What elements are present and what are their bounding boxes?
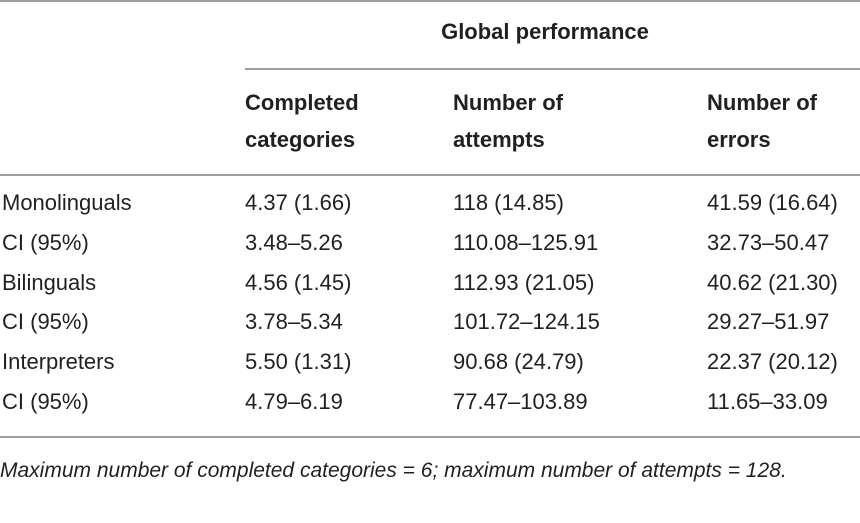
row-label: CI (95%) (2, 309, 89, 335)
table-cell: 3.48–5.26 (245, 229, 343, 255)
row-label: CI (95%) (2, 229, 89, 255)
footnote: Maximum number of completed categories =… (0, 459, 787, 482)
group-rule (245, 68, 860, 70)
table-cell: 112.93 (21.05) (453, 269, 595, 295)
table-cell: 41.59 (16.64) (707, 190, 838, 215)
table-cell: 3.78–5.34 (245, 309, 343, 335)
table-cell: 90.68 (24.79) (453, 349, 584, 375)
top-rule (0, 0, 860, 2)
table-cell: 4.79–6.19 (245, 389, 343, 414)
header-rule (0, 174, 860, 176)
bottom-rule (0, 436, 860, 438)
table-cell: 29.27–51.97 (707, 309, 830, 335)
table-cell: 4.56 (1.45) (245, 269, 352, 295)
group-header: Global performance (441, 19, 649, 44)
row-label: Bilinguals (2, 269, 97, 295)
table-cell: 40.62 (21.30) (707, 269, 838, 295)
table-cell: 22.37 (20.12) (707, 349, 838, 375)
row-label: Interpreters (2, 349, 115, 375)
table-cell: 32.73–50.47 (707, 229, 830, 255)
table-cell: 4.37 (1.66) (245, 190, 352, 215)
table-cell: 110.08–125.91 (453, 229, 599, 255)
table-cell: 118 (14.85) (453, 190, 564, 215)
row-label: Monolinguals (2, 190, 132, 215)
column-header: Number of errors (707, 90, 817, 152)
row-label: CI (95%) (2, 389, 89, 414)
table-cell: 101.72–124.15 (453, 309, 600, 335)
table-cell: 77.47–103.89 (453, 389, 588, 414)
table-cell: 11.65–33.09 (707, 389, 828, 414)
table-cell: 5.50 (1.31) (245, 349, 352, 375)
column-header: Completed categories (245, 90, 359, 152)
column-header: Number of attempts (453, 90, 563, 152)
